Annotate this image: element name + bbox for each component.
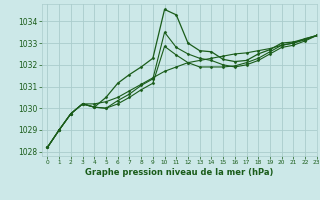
X-axis label: Graphe pression niveau de la mer (hPa): Graphe pression niveau de la mer (hPa) xyxy=(85,168,273,177)
